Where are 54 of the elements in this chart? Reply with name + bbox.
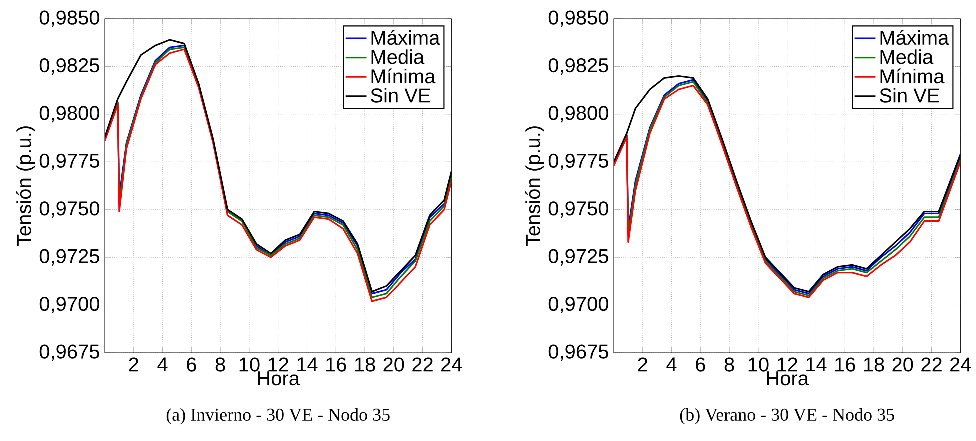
legend-label: Sin VE: [880, 88, 940, 103]
y-tick-label: 0,9725: [548, 249, 608, 266]
y-tick-label: 0,9825: [40, 58, 100, 75]
y-tick-label: 0,9850: [40, 10, 100, 28]
y-tick-label: 0,9675: [548, 344, 608, 362]
text: (a) Invierno - 30 VE - Nodo 35: [166, 408, 390, 425]
x-tick-label: 16: [836, 358, 856, 372]
legend-label: Sin VE: [371, 88, 430, 103]
x-tick-label: 6: [696, 358, 706, 372]
y-tick-label: 0,9700: [40, 297, 100, 314]
y-axis-title: Tensión (p.u.): [16, 126, 36, 246]
x-tick-label: 10: [748, 358, 769, 372]
y-tick-label: 0,9775: [548, 154, 608, 170]
x-tick-label: 18: [864, 358, 884, 372]
y-tick-label: 0,9750: [548, 202, 608, 218]
x-tick-label: 16: [326, 358, 346, 372]
x-tick-label: 14: [298, 358, 318, 372]
legend-label: Media: [880, 50, 934, 64]
legend-label: Mínima: [880, 68, 945, 84]
x-tick-label: 22: [922, 358, 942, 372]
text: (b) Verano - 30 VE - Nodo 35: [680, 408, 894, 425]
x-tick-label: 8: [724, 358, 734, 372]
x-tick-label: 18: [355, 358, 376, 372]
legend-label: Máxima: [372, 30, 440, 46]
legend-label: Media: [372, 50, 425, 64]
x-tick-label: 22: [412, 358, 433, 372]
y-axis-title: Tensión (p.u.): [525, 126, 544, 246]
y-tick-label: 0,9800: [548, 106, 608, 123]
y-tick-label: 0,9850: [548, 10, 608, 28]
y-tick-label: 0,9725: [40, 249, 100, 266]
x-tick-label: 20: [384, 358, 404, 372]
x-tick-label: 12: [778, 358, 798, 372]
y-tick-label: 0,9825: [548, 58, 608, 75]
legend-label: Mínima: [372, 68, 436, 84]
y-tick-label: 0,9800: [40, 106, 100, 123]
x-tick-label: 24: [950, 358, 972, 372]
x-tick-label: 8: [216, 358, 226, 372]
y-tick-label: 0,9700: [548, 297, 608, 314]
x-tick-label: 2: [129, 358, 138, 372]
x-tick-label: 4: [158, 358, 168, 372]
x-tick-label: 12: [268, 358, 288, 372]
legend-label: Máxima: [880, 30, 950, 46]
x-axis-title: Hora: [258, 372, 300, 386]
x-tick-label: 24: [442, 358, 462, 372]
y-tick-label: 0,9750: [40, 202, 100, 218]
x-tick-label: 20: [892, 358, 914, 372]
x-tick-label: 10: [240, 358, 260, 372]
x-tick-label: 6: [187, 358, 196, 372]
x-axis-title: Hora: [767, 372, 809, 386]
x-tick-label: 2: [638, 358, 648, 372]
y-tick-label: 0,9775: [40, 154, 100, 170]
x-tick-label: 14: [806, 358, 827, 372]
y-tick-label: 0,9675: [40, 344, 100, 362]
x-tick-label: 4: [666, 358, 677, 372]
